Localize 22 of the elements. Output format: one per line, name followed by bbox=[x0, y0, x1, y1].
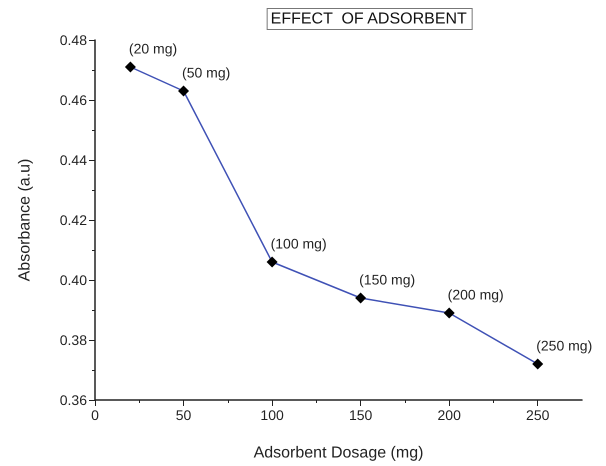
annotation: (150 mg) bbox=[359, 272, 416, 288]
y-tick-label: 0.42 bbox=[60, 212, 88, 228]
y-tick-label: 0.44 bbox=[60, 152, 88, 168]
x-tick-label: 100 bbox=[260, 407, 284, 423]
x-axis-title: Adsorbent Dosage (mg) bbox=[254, 444, 424, 462]
x-tick-label: 150 bbox=[348, 407, 373, 423]
y-tick-label: 0.38 bbox=[60, 332, 88, 348]
x-tick-label: 250 bbox=[526, 407, 550, 423]
chart-title: EFFECT OF ADSORBENT bbox=[270, 10, 468, 28]
y-tick-label: 0.40 bbox=[60, 272, 88, 288]
annotation: (100 mg) bbox=[270, 236, 327, 252]
x-tick-label: 50 bbox=[176, 407, 192, 423]
y-tick-label: 0.46 bbox=[60, 92, 88, 108]
annotation: (50 mg) bbox=[182, 64, 230, 80]
y-tick-label: 0.48 bbox=[60, 32, 88, 48]
y-tick-label: 0.36 bbox=[60, 392, 88, 408]
annotation: (200 mg) bbox=[448, 286, 504, 302]
x-tick-label: 0 bbox=[91, 407, 100, 423]
annotation: (250 mg) bbox=[536, 338, 592, 354]
annotation: (20 mg) bbox=[128, 40, 178, 56]
x-tick-label: 200 bbox=[438, 407, 462, 423]
y-axis-title: Absorbance (a.u) bbox=[16, 158, 34, 282]
